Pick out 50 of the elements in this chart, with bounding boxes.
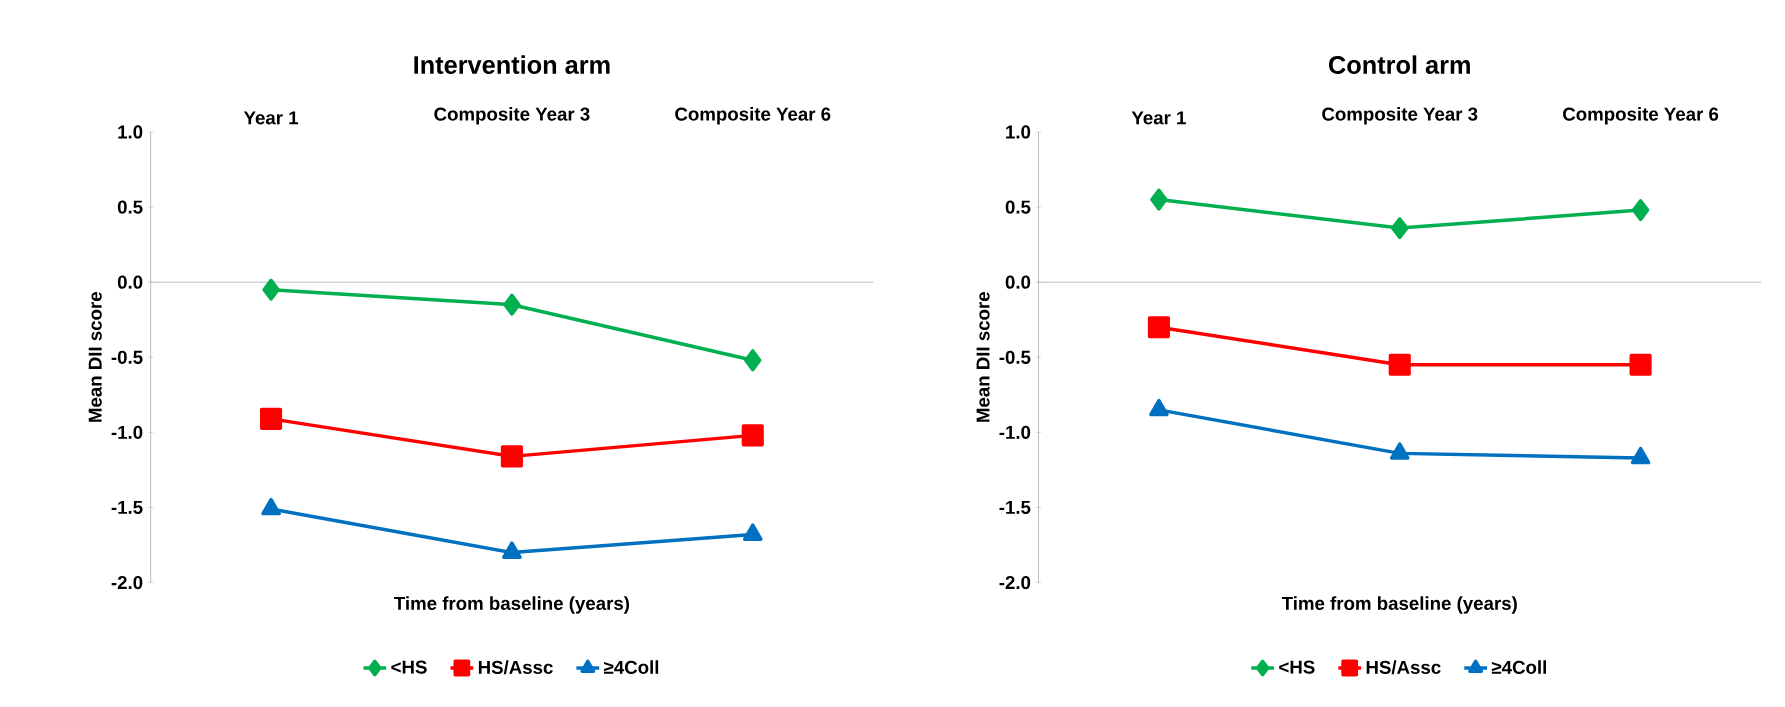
x-tick-label: Composite Year 3 <box>434 107 590 125</box>
point <box>1630 447 1651 465</box>
x-tick-label: Year 1 <box>243 111 299 125</box>
point <box>1629 353 1652 377</box>
y-tick-label: 1.0 <box>118 125 143 139</box>
legend-label: HS/Assc <box>1366 660 1441 675</box>
y-tick-label: 0.5 <box>117 200 143 214</box>
x-tick-label: Composite Year 3 <box>1322 107 1478 125</box>
point <box>1147 316 1170 339</box>
x-tick-label: Year 1 <box>1131 111 1186 125</box>
point <box>262 278 280 301</box>
y-tick-label: -1.5 <box>111 501 143 515</box>
legend-label: HS/Assc <box>478 660 553 675</box>
y-tick-label: 0.5 <box>1005 200 1031 214</box>
legend-label: ≥4Coll <box>604 660 659 675</box>
point <box>503 293 521 316</box>
y-tick-label: -1.0 <box>999 425 1031 440</box>
legend-label: <HS <box>1279 660 1315 674</box>
y-tick-label: -2.0 <box>111 576 143 590</box>
legend-label: <HS <box>391 660 427 674</box>
legend-label: ≥4Coll <box>1491 660 1546 675</box>
y-tick-label: -1.0 <box>111 425 143 440</box>
point <box>742 523 763 542</box>
chart-title: Control arm <box>1329 55 1470 75</box>
point <box>500 445 523 468</box>
point <box>741 424 764 447</box>
y-axis-title: Mean DII score <box>976 292 990 423</box>
point <box>744 349 762 372</box>
x-axis-title: Time from baseline (years) <box>1281 596 1517 614</box>
point <box>1631 199 1650 222</box>
point <box>1150 188 1168 211</box>
x-axis-title: Time from baseline (years) <box>394 596 630 614</box>
y-tick-label: -0.5 <box>999 350 1031 365</box>
point <box>502 541 522 560</box>
point <box>1388 353 1411 377</box>
y-tick-label: -0.5 <box>111 350 143 365</box>
y-tick-label: 1.0 <box>1006 125 1031 139</box>
y-tick-label: 0.0 <box>1005 275 1031 290</box>
y-tick-label: -1.5 <box>999 501 1031 515</box>
point <box>1389 442 1410 461</box>
y-axis-title: Mean DII score <box>88 292 102 423</box>
x-tick-label: Composite Year 6 <box>1563 107 1719 125</box>
point <box>259 408 283 431</box>
y-tick-label: 0.0 <box>117 275 143 290</box>
point <box>261 498 281 516</box>
chart-title: Intervention arm <box>414 55 610 75</box>
x-tick-label: Composite Year 6 <box>675 107 831 125</box>
point <box>1149 398 1169 417</box>
point <box>1391 217 1409 240</box>
y-tick-label: -2.0 <box>999 576 1031 590</box>
